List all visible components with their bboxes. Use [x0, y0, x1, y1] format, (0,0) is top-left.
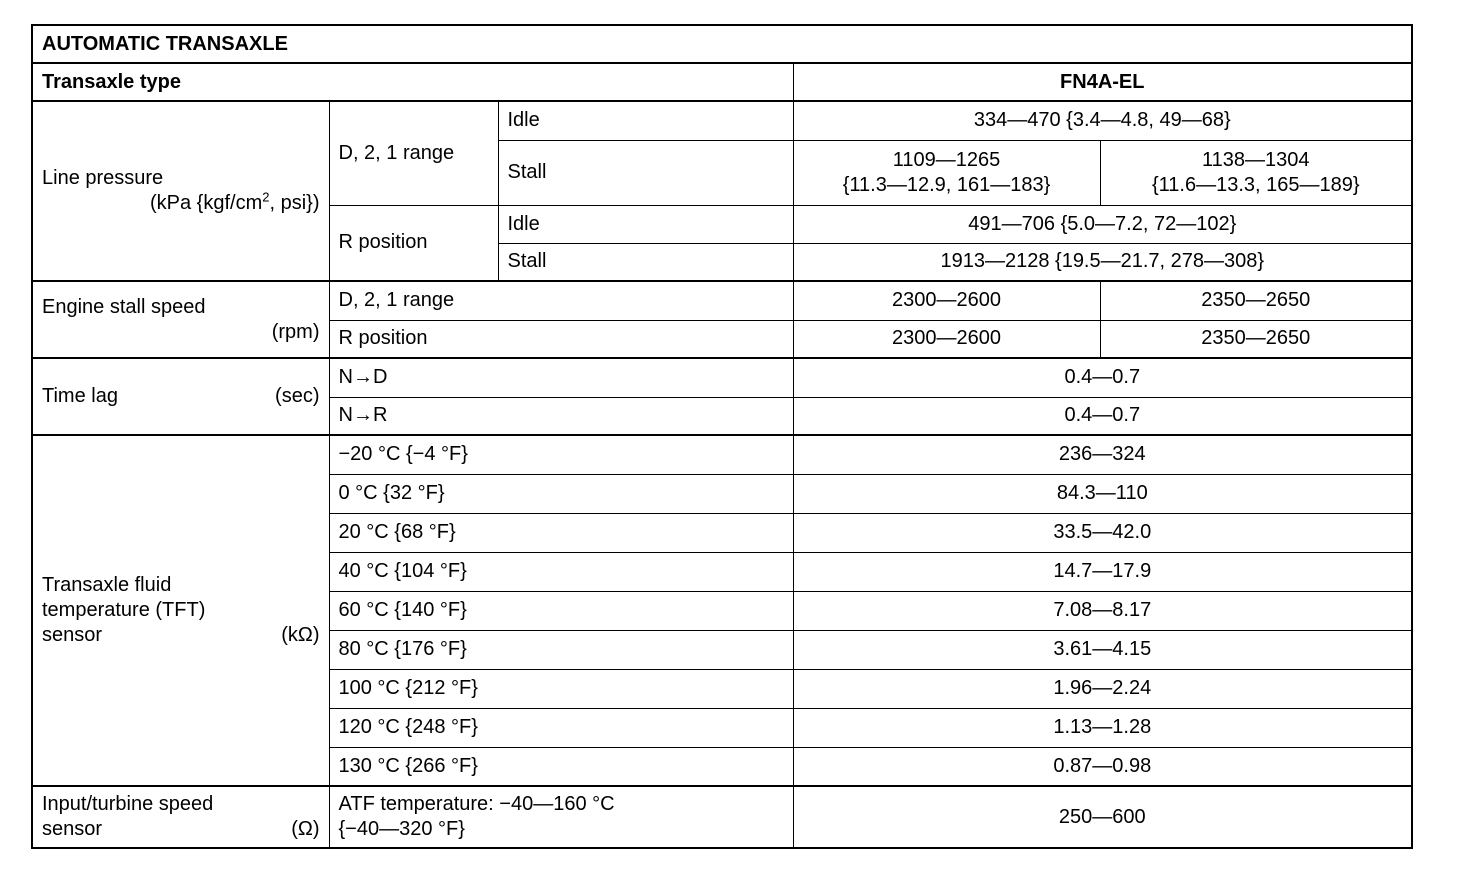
table-title: AUTOMATIC TRANSAXLE: [31, 24, 1413, 64]
d21-stall-value-b: 1138—1304 {11.6—13.3, 165—189}: [1099, 139, 1413, 206]
d21-range-label: D, 2, 1 range: [328, 100, 499, 206]
value: 0.87—0.98: [792, 746, 1413, 787]
condition: 0 °C {32 °F}: [328, 473, 794, 514]
input-sensor-label: Input/turbine speed sensor (Ω): [31, 785, 330, 849]
value: 84.3—110: [792, 473, 1413, 514]
label-text: Line pressure: [42, 167, 164, 189]
condition: N→D: [328, 357, 794, 398]
value: 250—600: [792, 785, 1413, 849]
r-position-label: R position: [328, 204, 499, 282]
value-a: 2300—2600: [792, 280, 1101, 321]
condition: 40 °C {104 °F}: [328, 551, 794, 592]
spec-table: AUTOMATIC TRANSAXLE Transaxle type FN4A-…: [31, 24, 1414, 849]
condition: 100 °C {212 °F}: [328, 668, 794, 709]
condition: −20 °C {−4 °F}: [328, 434, 794, 475]
d21-stall-value-a: 1109—1265 {11.3—12.9, 161—183}: [792, 139, 1101, 206]
stall-label: Stall: [497, 139, 794, 206]
transaxle-type-label: Transaxle type: [31, 62, 794, 102]
condition: N→R: [328, 396, 794, 436]
value: 0.4—0.7: [792, 396, 1413, 436]
time-lag-label: Time lag (sec): [31, 357, 330, 436]
condition: ATF temperature: −40—160 °C {−40—320 °F}: [328, 785, 794, 849]
value: 3.61—4.15: [792, 629, 1413, 670]
value: 33.5—42.0: [792, 512, 1413, 553]
idle-label: Idle: [497, 204, 794, 244]
r-stall-value: 1913—2128 {19.5—21.7, 278—308}: [792, 242, 1413, 282]
line-pressure-label: Line pressure (kPa {kgf/cm2, psi}): [31, 100, 330, 282]
stall-label: Stall: [497, 242, 794, 282]
stall-speed-label: Engine stall speed (rpm): [31, 280, 330, 359]
value-b: 2350—2650: [1099, 280, 1413, 321]
d21-idle-value: 334—470 {3.4—4.8, 49—68}: [792, 100, 1413, 141]
value-a: 2300—2600: [792, 319, 1101, 359]
value: 1.13—1.28: [792, 707, 1413, 748]
value: 14.7—17.9: [792, 551, 1413, 592]
condition: 80 °C {176 °F}: [328, 629, 794, 670]
condition: 120 °C {248 °F}: [328, 707, 794, 748]
idle-label: Idle: [497, 100, 794, 141]
condition: 60 °C {140 °F}: [328, 590, 794, 631]
condition: 20 °C {68 °F}: [328, 512, 794, 553]
value: 236—324: [792, 434, 1413, 475]
transaxle-type-value: FN4A-EL: [792, 62, 1413, 102]
unit-text: (kPa {kgf/cm2, psi}): [149, 189, 320, 214]
value: 0.4—0.7: [792, 357, 1413, 398]
condition: R position: [328, 319, 794, 359]
tft-sensor-label: Transaxle fluid temperature (TFT) sensor(…: [31, 434, 330, 787]
r-idle-value: 491—706 {5.0—7.2, 72—102}: [792, 204, 1413, 244]
condition: D, 2, 1 range: [328, 280, 794, 321]
value-b: 2350—2650: [1099, 319, 1413, 359]
value: 1.96—2.24: [792, 668, 1413, 709]
value: 7.08—8.17: [792, 590, 1413, 631]
condition: 130 °C {266 °F}: [328, 746, 794, 787]
